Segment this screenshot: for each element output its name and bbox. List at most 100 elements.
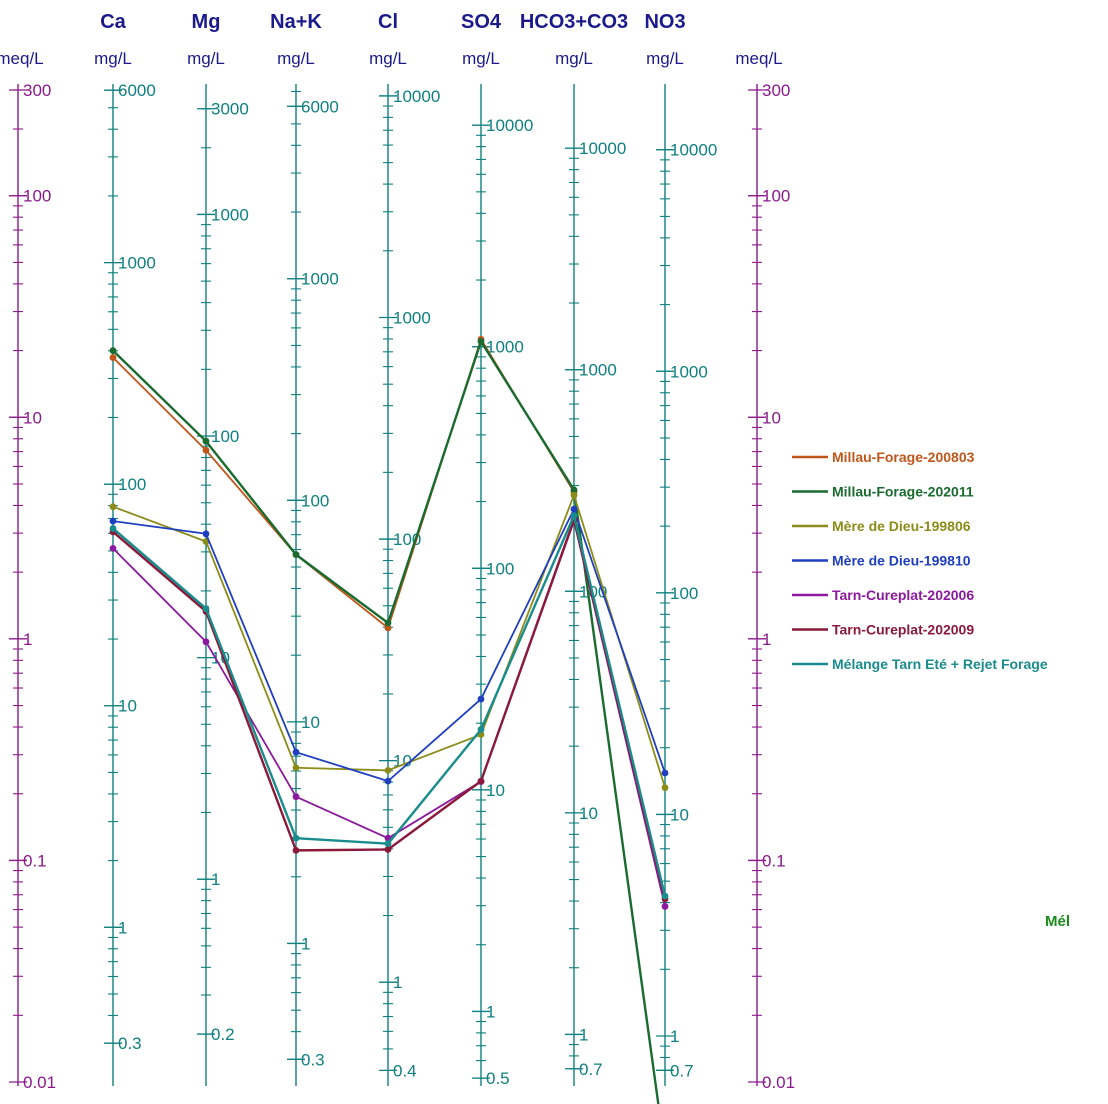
series-4-point	[661, 769, 669, 777]
axis-meq_right-tick-label: 1	[762, 630, 771, 649]
series-2-point	[109, 347, 117, 354]
axis-meq_right-tick-label: 10	[762, 408, 781, 427]
column-headers: meq/L Ca mg/L Mg mg/L Na+K mg/L Cl mg/L SO4 mg/L HC…	[0, 11, 783, 68]
series-6-point	[292, 846, 300, 854]
axis-nak-tick-label: 0.3	[301, 1050, 325, 1069]
axis-so4-tick-label: 0.5	[486, 1069, 510, 1088]
axis-meq_left-tick-label: 0.1	[23, 851, 47, 870]
series-2-point	[384, 619, 392, 627]
series-1-point	[109, 354, 117, 361]
axis-cl-ion-label: Cl	[378, 11, 398, 33]
axis-no3-tick-label: 10000	[670, 141, 717, 160]
series-7-point	[292, 834, 300, 842]
series-5-point	[292, 793, 300, 801]
axis-so4-unit-label: mg/L	[462, 49, 500, 68]
axis-meq_left-tick-label: 300	[23, 81, 51, 100]
axis-hco3-ion-label: HCO3+CO3	[520, 11, 628, 33]
axis-meq_right-tick-label: 300	[762, 81, 790, 100]
series-3-point	[292, 764, 300, 772]
axis-so4-tick-label: 100	[486, 559, 514, 578]
series-6-point	[477, 777, 485, 785]
series-7-point	[661, 892, 669, 900]
axis-nak-tick-label: 10	[301, 713, 320, 732]
series-5-point	[202, 638, 210, 646]
series-4-point	[202, 530, 210, 538]
axis-meq_left-unit-label: meq/L	[0, 49, 44, 68]
legend: Millau-Forage-200803 Millau-Forage-202011…	[792, 449, 1048, 672]
axis-hco3-tick-label: 10	[579, 804, 598, 823]
axis-cl-unit-label: mg/L	[369, 49, 407, 68]
axis-hco3-tick-label: 1	[579, 1025, 588, 1044]
series-5-point	[109, 545, 117, 552]
axis-so4-tick-label: 10000	[486, 116, 533, 135]
axis-ca-tick-label: 0.3	[118, 1034, 142, 1053]
series-1-point	[202, 446, 210, 454]
axis-nak-ion-label: Na+K	[270, 11, 322, 33]
axis-mg-tick-label: 1000	[211, 205, 249, 224]
axis-ca-unit-label: mg/L	[94, 49, 132, 68]
legend-label-1: Millau-Forage-200803	[832, 449, 975, 465]
axis-mg-tick-label: 100	[211, 427, 239, 446]
axis-no3-tick-label: 10	[670, 805, 689, 824]
series-6-point	[384, 846, 392, 853]
axis-ca-tick-label: 6000	[118, 81, 156, 100]
axis-hco3-tick-label: 10000	[579, 139, 626, 158]
axis-ca-tick-label: 100	[118, 475, 146, 494]
axis-mg-tick-label: 0.2	[211, 1025, 235, 1044]
axis-ca-tick-label: 10	[118, 697, 137, 716]
series-7-point	[109, 525, 117, 532]
axis-so4-tick-label: 1	[486, 1002, 495, 1021]
series-3-point	[109, 503, 117, 511]
series-4-point	[570, 505, 578, 513]
axis-no3-unit-label: mg/L	[646, 49, 684, 68]
axis-hco3-unit-label: mg/L	[555, 49, 593, 68]
legend-label-4: Mère de Dieu-199810	[832, 553, 971, 569]
series-4-point	[109, 517, 117, 525]
axis-cl-tick-label: 1	[393, 973, 402, 992]
axis-no3-tick-label: 1000	[670, 362, 708, 381]
series-2-line	[112, 340, 660, 1104]
series-3-point	[570, 491, 578, 499]
axis-so4-tick-label: 10	[486, 781, 505, 800]
series-4-point	[477, 695, 485, 703]
series-2-point	[202, 437, 210, 445]
axis-mg-unit-label: mg/L	[187, 49, 225, 68]
series-layer	[109, 335, 669, 1104]
axis-meq_right-unit-label: meq/L	[735, 49, 782, 68]
axis-meq_left-tick-label: 10	[23, 408, 42, 427]
legend-label-7: Mélange Tarn Eté + Rejet Forage	[832, 656, 1048, 672]
axis-meq_left-tick-label: 0.01	[23, 1073, 56, 1092]
axis-meq_right-tick-label: 0.01	[762, 1073, 795, 1092]
series-5-point	[661, 903, 669, 910]
series-4-point	[384, 777, 392, 785]
axis-meq_right-tick-label: 100	[762, 187, 790, 206]
axis-no3-tick-label: 0.7	[670, 1061, 694, 1080]
axis-no3-tick-label: 100	[670, 584, 698, 603]
axis-no3-tick-label: 1	[670, 1027, 679, 1046]
axes-layer: 3001001010.10.01600010001001010.33000100…	[9, 81, 795, 1092]
axis-cl-tick-label: 1000	[393, 308, 431, 327]
axis-meq_left-tick-label: 100	[23, 187, 51, 206]
axis-so4-tick-label: 1000	[486, 338, 524, 357]
axis-mg-tick-label: 1	[211, 870, 220, 889]
axis-nak-tick-label: 1	[301, 934, 310, 953]
series-7-point	[384, 840, 392, 848]
axis-ca-tick-label: 1	[118, 918, 127, 937]
axis-nak-tick-label: 1000	[301, 270, 339, 289]
axis-cl-tick-label: 0.4	[393, 1061, 417, 1080]
axis-nak-unit-label: mg/L	[277, 49, 315, 68]
axis-hco3-tick-label: 0.7	[579, 1060, 603, 1079]
series-3-point	[384, 766, 392, 774]
axis-cl-tick-label: 10000	[393, 87, 440, 106]
series-7-point	[202, 605, 210, 612]
axis-no3-ion-label: NO3	[644, 11, 685, 33]
axis-ca-tick-label: 1000	[118, 254, 156, 273]
axis-mg-ion-label: Mg	[192, 11, 221, 33]
legend-label-5: Tarn-Cureplat-202006	[832, 587, 974, 603]
series-4-point	[292, 748, 300, 756]
axis-nak-tick-label: 6000	[301, 97, 339, 116]
legend-label-3: Mère de Dieu-199806	[832, 518, 971, 534]
series-7-point	[570, 512, 578, 519]
legend-label-2: Millau-Forage-202011	[832, 484, 974, 500]
